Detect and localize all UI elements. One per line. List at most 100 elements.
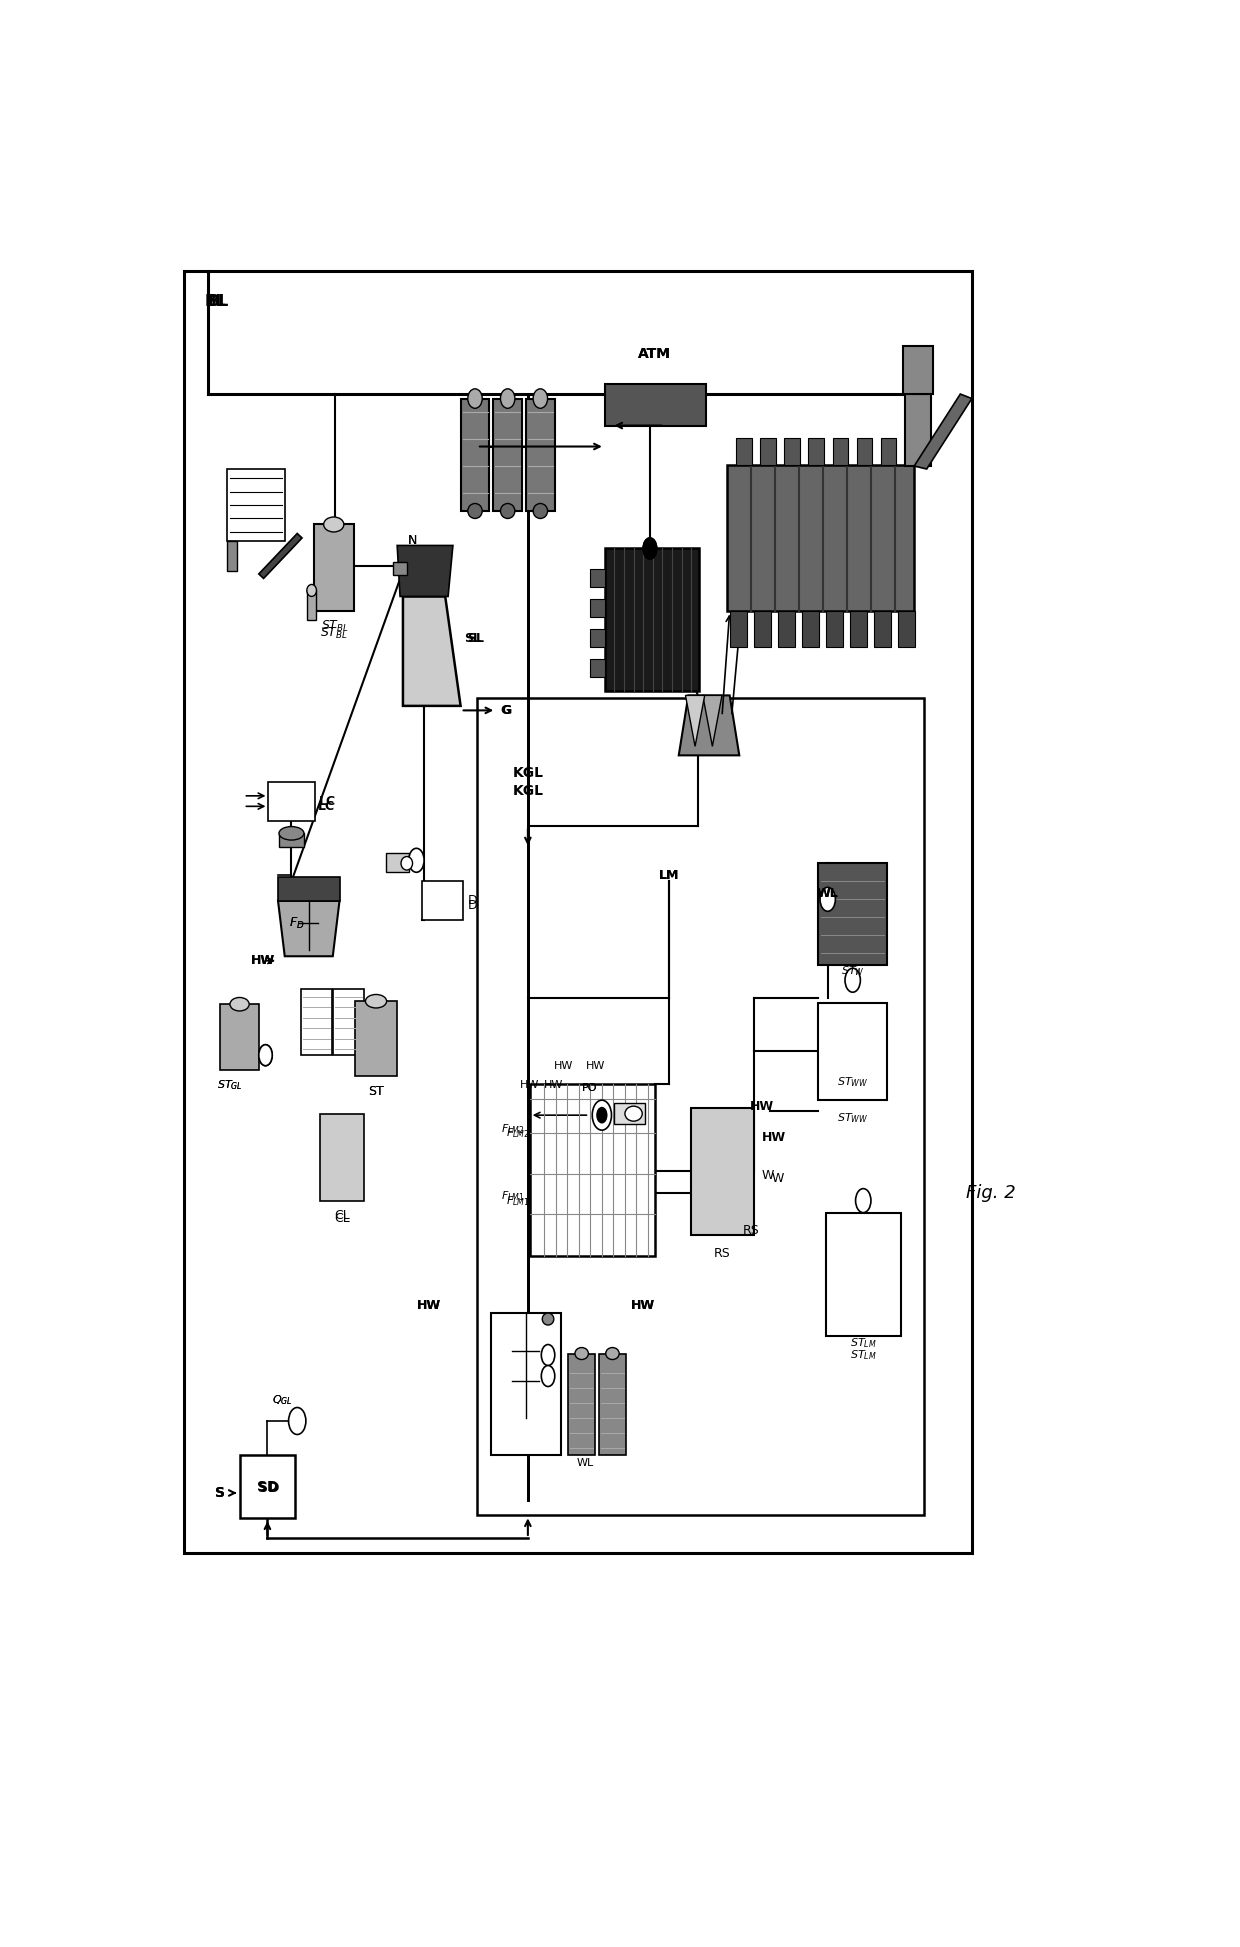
Text: $F_{LM1}$: $F_{LM1}$ bbox=[501, 1190, 525, 1203]
Ellipse shape bbox=[467, 389, 482, 409]
Bar bbox=[460, 399, 490, 510]
Bar bbox=[221, 1005, 259, 1071]
Text: WL: WL bbox=[817, 886, 838, 900]
Ellipse shape bbox=[501, 389, 515, 409]
Text: LC: LC bbox=[319, 800, 336, 812]
Text: CL: CL bbox=[335, 1213, 350, 1225]
Bar bbox=[785, 438, 800, 465]
Bar bbox=[754, 611, 771, 648]
Text: Fig. 2: Fig. 2 bbox=[966, 1184, 1016, 1201]
Bar bbox=[227, 541, 237, 570]
Ellipse shape bbox=[533, 504, 548, 518]
Text: $ST_{WW}$: $ST_{WW}$ bbox=[837, 1075, 868, 1088]
Text: ST: ST bbox=[368, 1084, 384, 1098]
Bar bbox=[227, 469, 285, 541]
Ellipse shape bbox=[279, 827, 304, 839]
Polygon shape bbox=[914, 393, 972, 469]
Ellipse shape bbox=[542, 1312, 554, 1326]
Bar bbox=[422, 882, 463, 921]
Bar bbox=[760, 438, 776, 465]
Ellipse shape bbox=[401, 857, 413, 870]
Text: $F_D$: $F_D$ bbox=[289, 915, 305, 931]
Text: N: N bbox=[408, 535, 417, 547]
Bar bbox=[898, 611, 915, 648]
Text: HW: HW bbox=[544, 1081, 563, 1090]
Text: HW: HW bbox=[631, 1299, 655, 1312]
Text: $ST_{WW}$: $ST_{WW}$ bbox=[837, 1112, 868, 1125]
Text: W: W bbox=[771, 1172, 784, 1184]
Text: $ST_{BL}$: $ST_{BL}$ bbox=[321, 619, 348, 635]
Text: G: G bbox=[501, 705, 511, 716]
Text: WL: WL bbox=[817, 886, 838, 900]
Circle shape bbox=[856, 1188, 870, 1213]
Text: $Q_{GL}$: $Q_{GL}$ bbox=[273, 1394, 293, 1408]
Text: HW: HW bbox=[250, 954, 275, 968]
Bar bbox=[494, 399, 522, 510]
Bar bbox=[537, 1318, 559, 1390]
Ellipse shape bbox=[366, 995, 387, 1009]
Polygon shape bbox=[703, 695, 722, 746]
Text: HW: HW bbox=[554, 1061, 573, 1071]
Bar bbox=[857, 438, 872, 465]
Bar bbox=[727, 465, 914, 611]
Polygon shape bbox=[403, 596, 460, 707]
Bar bbox=[729, 611, 746, 648]
Bar bbox=[239, 1456, 295, 1519]
Text: $ST_{GL}$: $ST_{GL}$ bbox=[217, 1079, 243, 1092]
Text: LM: LM bbox=[658, 868, 680, 882]
Text: SL: SL bbox=[467, 633, 485, 644]
Text: HW: HW bbox=[585, 1061, 605, 1071]
Text: SD: SD bbox=[258, 1482, 279, 1495]
Text: $ST_{BL}$: $ST_{BL}$ bbox=[320, 627, 347, 641]
Bar bbox=[905, 393, 931, 465]
Bar bbox=[880, 438, 897, 465]
Text: HW: HW bbox=[761, 1131, 785, 1145]
Text: $ST_{LM}$: $ST_{LM}$ bbox=[849, 1347, 877, 1363]
Text: BL: BL bbox=[208, 294, 229, 310]
Bar bbox=[278, 876, 340, 901]
Circle shape bbox=[289, 1408, 306, 1435]
Bar bbox=[268, 783, 315, 822]
Text: ATM: ATM bbox=[639, 347, 671, 360]
Bar bbox=[590, 600, 605, 617]
Polygon shape bbox=[278, 901, 340, 956]
Bar bbox=[393, 563, 407, 576]
Text: $F_{LM1}$: $F_{LM1}$ bbox=[506, 1194, 529, 1207]
Bar bbox=[590, 569, 605, 588]
Text: HW: HW bbox=[417, 1299, 441, 1312]
Bar bbox=[306, 590, 316, 621]
Bar bbox=[605, 384, 706, 426]
Text: SL: SL bbox=[465, 633, 481, 644]
Text: PO: PO bbox=[582, 1083, 598, 1092]
Bar bbox=[184, 271, 972, 1554]
Bar bbox=[355, 1001, 397, 1077]
Text: S: S bbox=[216, 1486, 226, 1499]
Text: HW: HW bbox=[631, 1299, 655, 1312]
Circle shape bbox=[598, 1108, 606, 1123]
Text: N: N bbox=[408, 535, 417, 547]
Text: W: W bbox=[761, 1168, 774, 1182]
Bar bbox=[777, 611, 795, 648]
Text: G: G bbox=[502, 705, 512, 716]
Bar bbox=[737, 438, 751, 465]
Text: LM: LM bbox=[658, 868, 680, 882]
Text: BL: BL bbox=[205, 294, 226, 310]
Bar bbox=[568, 1353, 595, 1456]
Bar bbox=[590, 629, 605, 648]
Bar bbox=[529, 1084, 655, 1256]
Circle shape bbox=[542, 1345, 554, 1365]
Text: S: S bbox=[216, 1486, 226, 1499]
Circle shape bbox=[593, 1100, 611, 1129]
Text: $ST_{LM}$: $ST_{LM}$ bbox=[849, 1336, 877, 1349]
Text: LC: LC bbox=[320, 794, 336, 808]
Bar bbox=[526, 399, 554, 510]
Text: $F_{LM2}$: $F_{LM2}$ bbox=[501, 1121, 525, 1135]
Ellipse shape bbox=[575, 1347, 589, 1359]
Bar bbox=[301, 989, 332, 1055]
Text: D: D bbox=[467, 900, 477, 911]
Text: WL: WL bbox=[577, 1458, 594, 1468]
Polygon shape bbox=[678, 695, 739, 755]
Ellipse shape bbox=[229, 997, 249, 1010]
Text: $F_{LM2}$: $F_{LM2}$ bbox=[506, 1125, 529, 1141]
Text: KGL: KGL bbox=[512, 785, 543, 798]
